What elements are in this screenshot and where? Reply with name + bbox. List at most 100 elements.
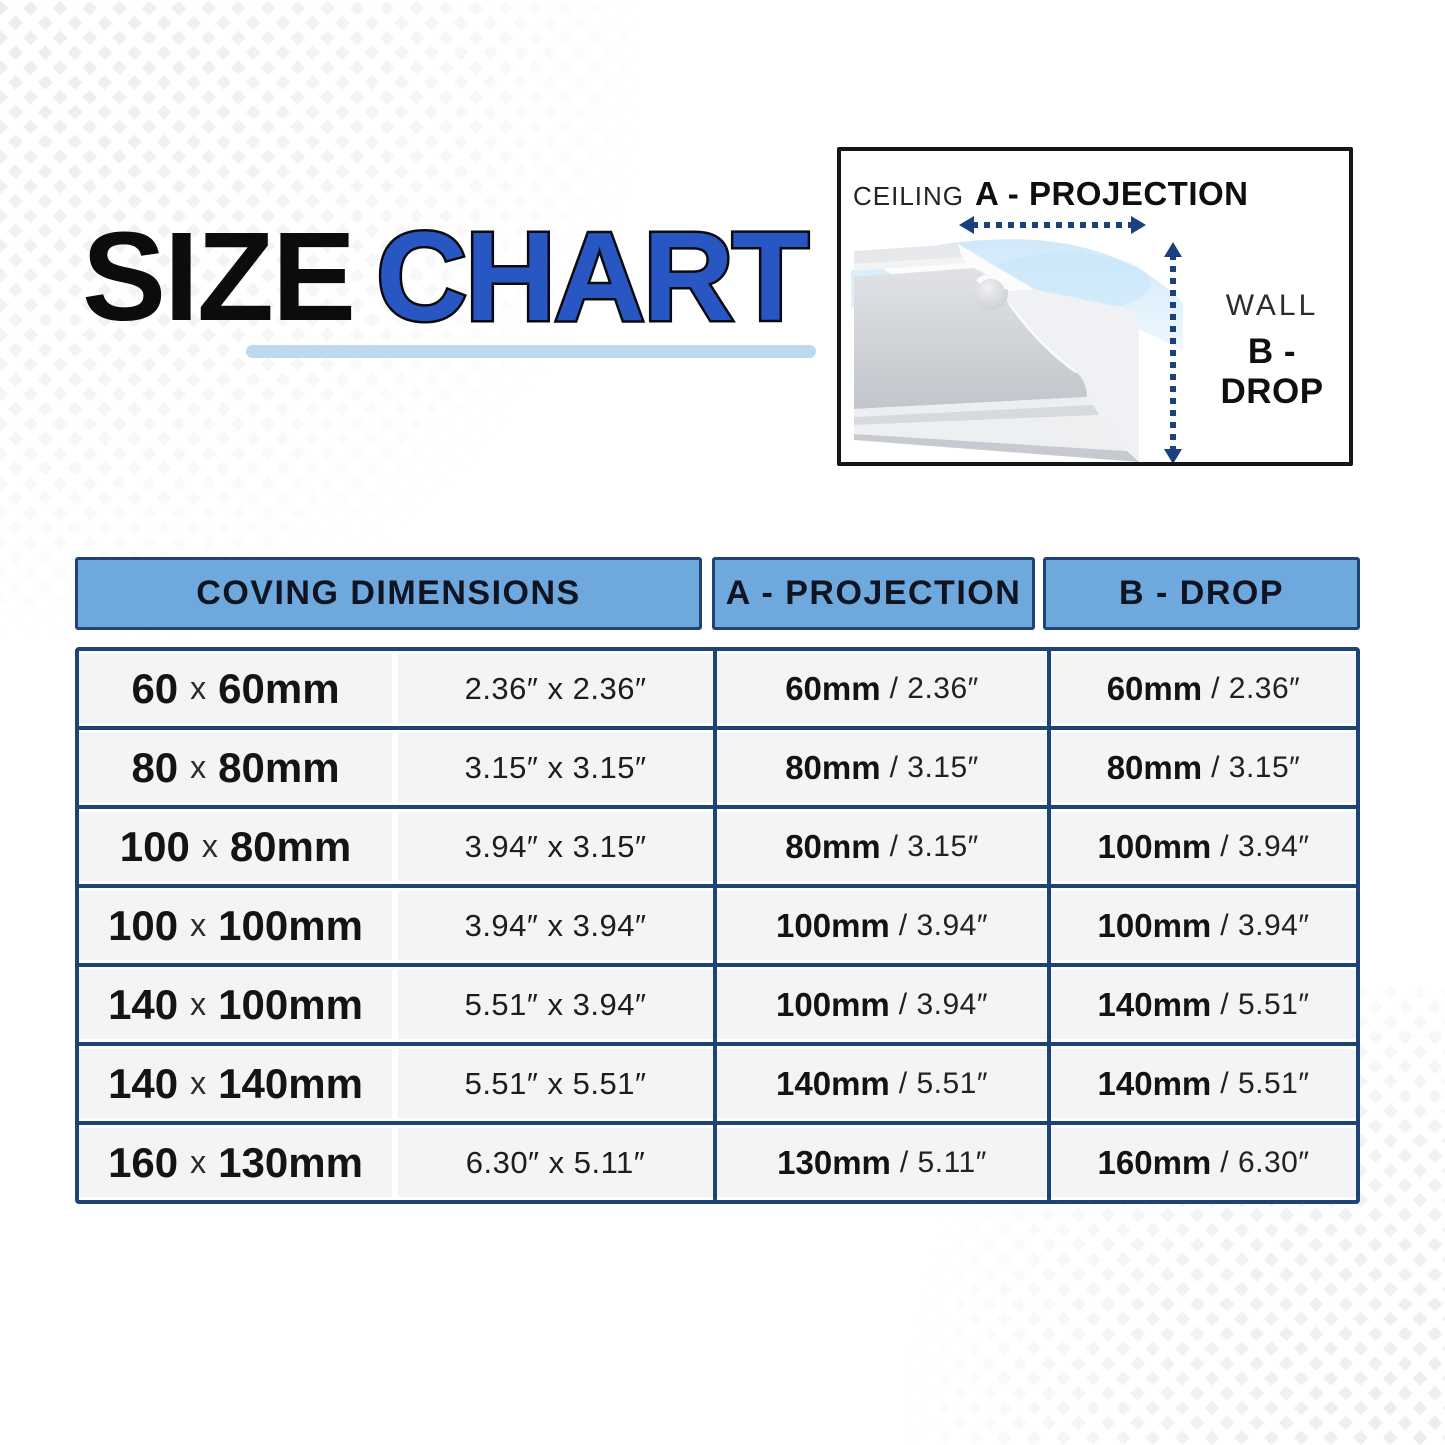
cell-size-mm: 100 x 80mm <box>79 812 392 881</box>
vertical-divider <box>1047 730 1051 805</box>
projection-mm: 80mm <box>785 748 881 786</box>
cell-projection-value: 100mm / 3.94″ <box>717 970 1047 1039</box>
table-row: 100 x 80mm 3.94″ x 3.15″ 80mm / 3.15″ 10… <box>79 809 1356 888</box>
page-title: SIZE CHART <box>82 211 812 342</box>
vertical-divider <box>1047 888 1051 963</box>
cell-projection-value: 60mm / 2.36″ <box>717 654 1047 723</box>
projection-inches: / 3.94″ <box>898 908 988 942</box>
title-underline <box>246 345 816 358</box>
cell-drop-value: 160mm / 6.30″ <box>1051 1128 1356 1197</box>
table-row: 100 x 100mm 3.94″ x 3.94″ 100mm / 3.94″ … <box>79 888 1356 967</box>
size-mm-second: 80mm <box>229 822 352 870</box>
cell-drop-value: 140mm / 5.51″ <box>1051 970 1356 1039</box>
drop-inches: / 3.94″ <box>1220 829 1310 863</box>
size-inches-value: 3.15″ x 3.15″ <box>464 749 647 785</box>
size-mm-second: 60mm <box>218 664 340 712</box>
x-separator: x <box>190 1065 207 1101</box>
cell-projection-value: 80mm / 3.15″ <box>717 812 1047 881</box>
drop-arrow-icon <box>1164 242 1182 462</box>
projection-inches: / 5.51″ <box>898 1066 988 1100</box>
arrow-head-down <box>1164 449 1182 462</box>
cell-drop-value: 80mm / 3.15″ <box>1051 733 1356 802</box>
cell-size-inches: 3.94″ x 3.15″ <box>398 812 713 881</box>
cell-size-inches: 6.30″ x 5.11″ <box>398 1128 713 1197</box>
cell-size-inches: 3.94″ x 3.94″ <box>398 891 713 960</box>
size-inches-value: 6.30″ x 5.11″ <box>465 1144 646 1180</box>
vertical-divider <box>1047 809 1051 884</box>
cell-drop-value: 140mm / 5.51″ <box>1051 1049 1356 1118</box>
table-row: 140 x 100mm 5.51″ x 3.94″ 100mm / 3.94″ … <box>79 967 1356 1046</box>
projection-mm: 140mm <box>776 1064 890 1102</box>
size-mm-first: 140 <box>108 1059 179 1107</box>
table-row: 60 x 60mm 2.36″ x 2.36″ 60mm / 2.36″ 60m… <box>79 651 1356 730</box>
cell-size-mm: 100 x 100mm <box>79 891 392 960</box>
size-mm-second: 100mm <box>218 901 363 949</box>
drop-inches: / 2.36″ <box>1211 671 1301 705</box>
size-inches-value: 2.36″ x 2.36″ <box>464 670 647 706</box>
size-inches-value: 3.94″ x 3.15″ <box>464 828 647 864</box>
size-mm-first: 160 <box>108 1138 179 1186</box>
drop-mm: 140mm <box>1097 985 1212 1023</box>
vertical-divider <box>713 967 717 1042</box>
size-mm-second: 100mm <box>218 980 363 1028</box>
cell-projection-value: 130mm / 5.11″ <box>717 1128 1047 1197</box>
x-separator: x <box>190 986 207 1022</box>
header-coving-dimensions: COVING DIMENSIONS <box>75 557 702 630</box>
cell-drop-value: 100mm / 3.94″ <box>1051 812 1356 881</box>
arrow-head-up <box>1164 242 1182 257</box>
projection-inches: / 3.94″ <box>898 987 988 1021</box>
vertical-divider <box>713 730 717 805</box>
size-mm-first: 140 <box>108 980 179 1028</box>
drop-inches: / 5.51″ <box>1220 987 1310 1021</box>
size-inches-value: 3.94″ x 3.94″ <box>464 907 647 943</box>
size-mm-second: 80mm <box>218 743 340 791</box>
wall-drop-label: WALL B - DROP <box>1193 289 1349 412</box>
size-inches-value: 5.51″ x 3.94″ <box>464 986 647 1022</box>
drop-inches: / 3.94″ <box>1220 908 1310 942</box>
table-header-row: COVING DIMENSIONS A - PROJECTION B - DRO… <box>75 557 1360 630</box>
subcolumn-gap <box>392 1049 398 1118</box>
projection-inches: / 5.11″ <box>899 1145 987 1179</box>
cell-size-inches: 5.51″ x 3.94″ <box>398 970 713 1039</box>
cell-projection-value: 100mm / 3.94″ <box>717 891 1047 960</box>
coving-diagram: CEILING A - PROJECTION WALL B - DROP <box>837 147 1353 466</box>
drop-label: B - DROP <box>1220 332 1324 411</box>
table-body: 60 x 60mm 2.36″ x 2.36″ 60mm / 2.36″ 60m… <box>75 647 1360 1204</box>
cell-size-mm: 80 x 80mm <box>79 733 392 802</box>
subcolumn-gap <box>392 654 398 723</box>
size-mm-first: 100 <box>119 822 190 870</box>
projection-mm: 100mm <box>776 906 890 944</box>
vertical-divider <box>713 1125 717 1200</box>
title-word-chart: CHART <box>374 206 812 347</box>
x-separator: x <box>190 1144 207 1180</box>
cell-size-mm: 140 x 100mm <box>79 970 392 1039</box>
ceiling-label: CEILING <box>853 181 965 211</box>
projection-label: A - PROJECTION <box>975 175 1249 212</box>
projection-mm: 60mm <box>785 669 881 707</box>
wall-label: WALL <box>1225 289 1319 322</box>
cell-projection-value: 140mm / 5.51″ <box>717 1049 1047 1118</box>
projection-inches: / 3.15″ <box>889 750 979 784</box>
vertical-divider <box>713 1046 717 1121</box>
drop-mm: 140mm <box>1097 1064 1212 1102</box>
projection-mm: 80mm <box>785 827 881 865</box>
table-row: 160 x 130mm 6.30″ x 5.11″ 130mm / 5.11″ … <box>79 1125 1356 1200</box>
arrow-head-left <box>959 216 974 234</box>
vertical-divider <box>713 809 717 884</box>
cell-drop-value: 60mm / 2.36″ <box>1051 654 1356 723</box>
size-mm-first: 80 <box>131 743 179 791</box>
subcolumn-gap <box>392 970 398 1039</box>
vertical-divider <box>713 651 717 726</box>
title-word-size: SIZE <box>82 206 356 347</box>
projection-inches: / 2.36″ <box>889 671 979 705</box>
subcolumn-gap <box>392 733 398 802</box>
projection-mm: 130mm <box>777 1143 891 1181</box>
drop-inches: / 5.51″ <box>1220 1066 1310 1100</box>
subcolumn-gap <box>392 812 398 881</box>
x-separator: x <box>190 749 207 785</box>
header-a-projection: A - PROJECTION <box>712 557 1035 630</box>
coving-3d-image <box>851 239 1183 462</box>
table-row: 140 x 140mm 5.51″ x 5.51″ 140mm / 5.51″ … <box>79 1046 1356 1125</box>
cell-size-mm: 140 x 140mm <box>79 1049 392 1118</box>
x-separator: x <box>190 670 207 706</box>
